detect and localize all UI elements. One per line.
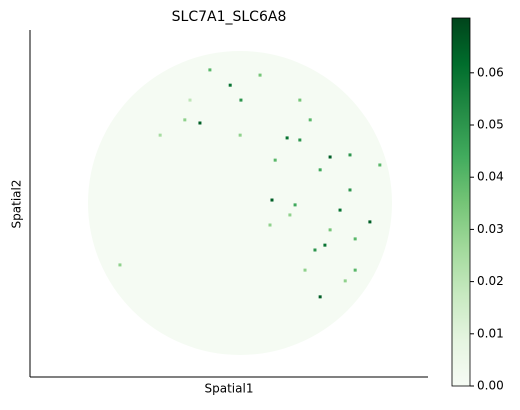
tissue-background: [88, 51, 392, 355]
spot: [270, 198, 274, 202]
spot: [353, 237, 357, 241]
spot: [338, 208, 342, 212]
spot: [158, 133, 162, 137]
spot: [298, 98, 302, 102]
colorbar-tick-label: 0.03: [477, 222, 504, 236]
spot: [285, 136, 289, 140]
spot: [198, 121, 202, 125]
spot: [348, 153, 352, 157]
spot: [318, 168, 322, 172]
x-axis-label: Spatial1: [205, 382, 254, 396]
spot: [353, 268, 357, 272]
colorbar-tick-label: 0.00: [477, 379, 504, 393]
y-axis-label: Spatial2: [10, 180, 24, 229]
spot: [258, 73, 262, 77]
spot: [328, 155, 332, 159]
spot: [208, 68, 212, 72]
spot: [188, 98, 192, 102]
spot: [328, 228, 332, 232]
spot: [318, 295, 322, 299]
colorbar-tick-label: 0.05: [477, 118, 504, 132]
spot: [293, 203, 297, 207]
spot: [343, 279, 347, 283]
spot: [313, 248, 317, 252]
spot: [303, 268, 307, 272]
colorbar-tick-label: 0.04: [477, 170, 504, 184]
spot: [268, 223, 272, 227]
colorbar-tick-label: 0.02: [477, 274, 504, 288]
spot: [118, 263, 122, 267]
spot: [348, 188, 352, 192]
spot: [288, 213, 292, 217]
spot: [368, 220, 372, 224]
spot: [273, 158, 277, 162]
spot: [183, 118, 187, 122]
chart-title: SLC7A1_SLC6A8: [172, 9, 287, 25]
spot: [228, 83, 232, 87]
colorbar-tick-label: 0.01: [477, 326, 504, 340]
spot: [298, 138, 302, 142]
spot: [238, 133, 242, 137]
spot: [323, 243, 327, 247]
colorbar-tick-label: 0.06: [477, 65, 504, 79]
spot: [239, 98, 243, 102]
colorbar: [451, 17, 471, 387]
spot: [308, 118, 312, 122]
spot: [378, 163, 382, 167]
